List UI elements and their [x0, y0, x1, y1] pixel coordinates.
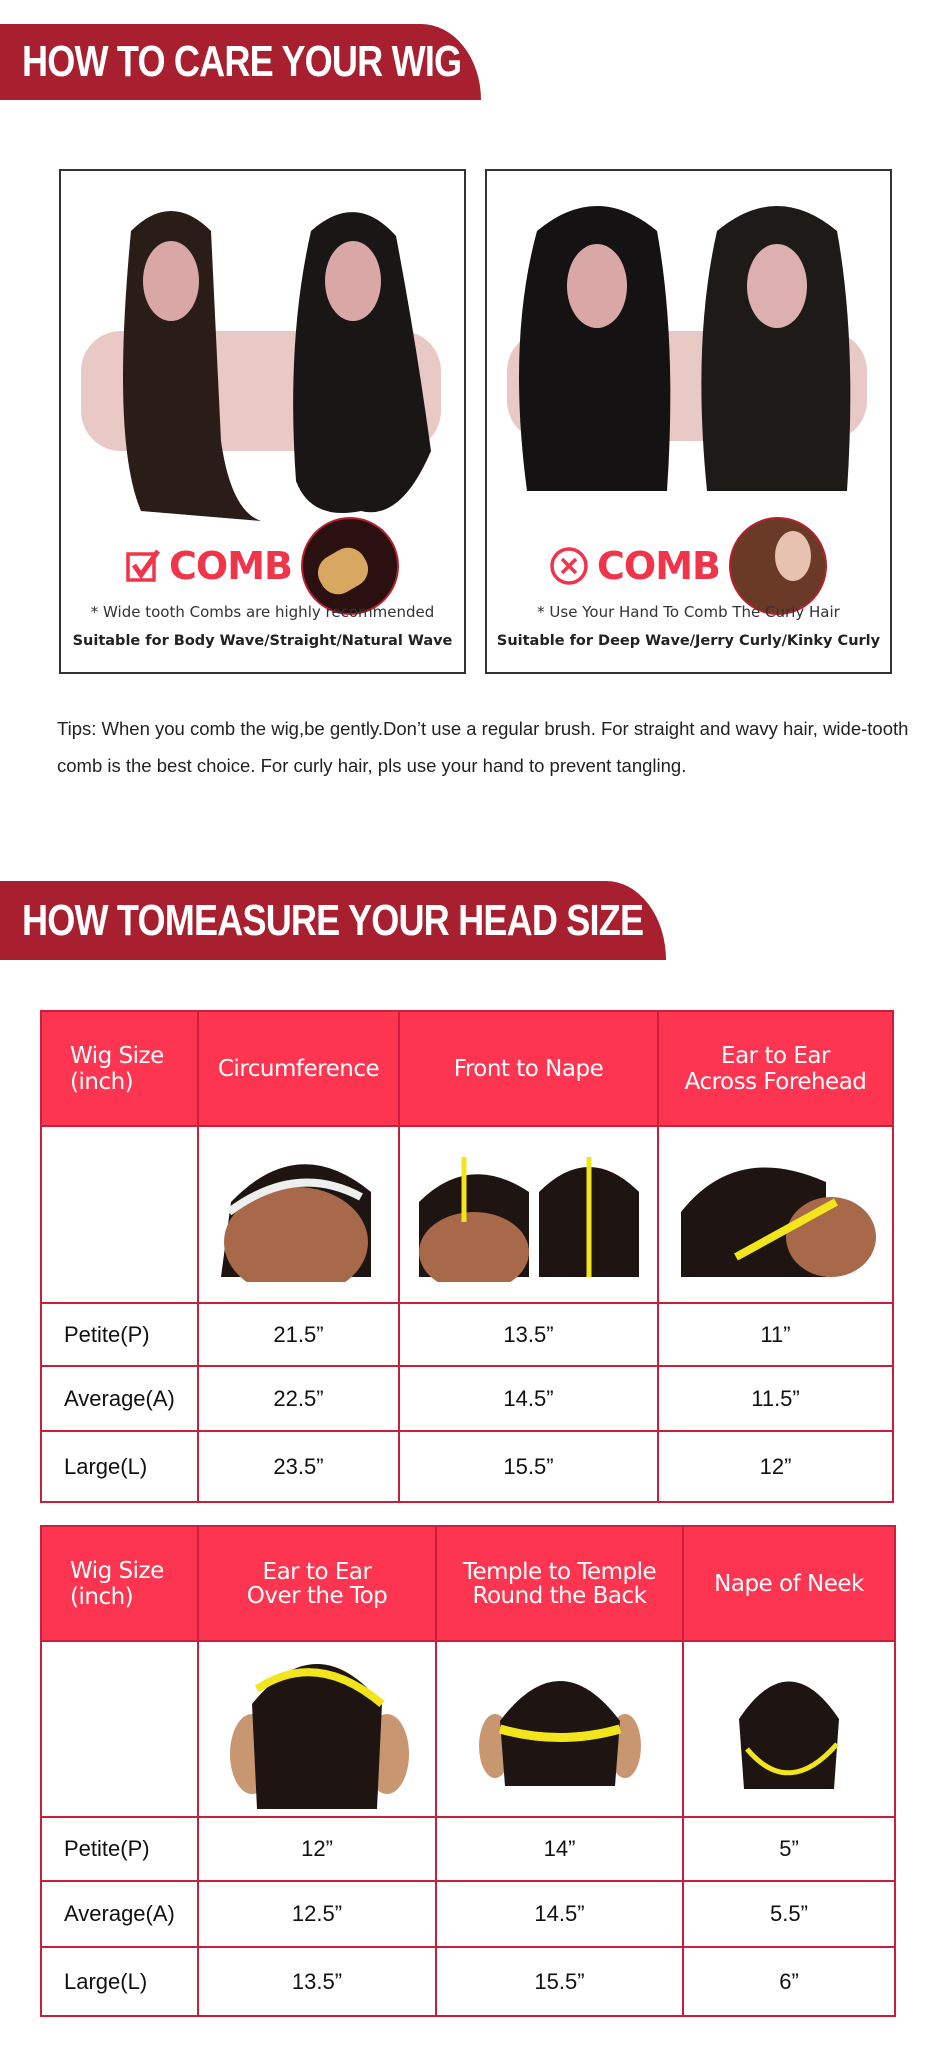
header-front-to-nape: Front to Nape — [398, 1010, 659, 1127]
ear-to-ear-top-image-cell — [197, 1640, 437, 1818]
nape-of-neck-photo — [739, 1681, 839, 1789]
ear-to-ear-forehead-photo — [680, 1166, 876, 1277]
temple-to-temple-image-cell — [435, 1640, 684, 1818]
value-cell: 5” — [682, 1816, 896, 1882]
comb-label-row: COMB — [487, 516, 890, 616]
value-cell: 11” — [657, 1302, 894, 1367]
comb-label: COMB — [597, 544, 721, 588]
comb-note: * Wide tooth Combs are highly recommende… — [90, 603, 435, 621]
row-label: Average(A) — [40, 1880, 199, 1948]
value-cell: 14” — [435, 1816, 684, 1882]
front-to-nape-photo — [418, 1156, 639, 1292]
row-label: Large(L) — [40, 1430, 199, 1503]
header-circumference: Circumference — [197, 1010, 400, 1127]
header-wig-size: Wig Size (inch) — [40, 1525, 199, 1642]
row-label: Average(A) — [40, 1365, 199, 1432]
care-title: HOW TO CARE YOUR WIG — [22, 37, 462, 86]
value-cell: 12.5” — [197, 1880, 437, 1948]
value-cell: 23.5” — [197, 1430, 400, 1503]
empty-cell — [40, 1640, 199, 1818]
comb-note: * Use Your Hand To Comb The Curly Hair — [537, 603, 840, 621]
paddle-brush-image — [300, 517, 399, 615]
value-cell: 11.5” — [657, 1365, 894, 1432]
row-label: Petite(P) — [40, 1816, 199, 1882]
value-cell: 12” — [657, 1430, 894, 1503]
front-to-nape-image-cell — [398, 1125, 659, 1304]
circle-x-icon — [550, 547, 588, 585]
value-cell: 12” — [197, 1816, 437, 1882]
straight-wavy-wigs-image — [81, 211, 441, 521]
ear-to-ear-forehead-image-cell — [657, 1125, 894, 1304]
row-label: Petite(P) — [40, 1302, 199, 1367]
row-label: Large(L) — [40, 1946, 199, 2017]
comb-not-recommended-card: COMB * Use Your Hand To Comb The Curly H… — [485, 169, 892, 674]
value-cell: 22.5” — [197, 1365, 400, 1432]
value-cell: 13.5” — [398, 1302, 659, 1367]
size-table-1: Wig Size (inch) Circumference Front to N… — [40, 1010, 894, 1503]
value-cell: 15.5” — [435, 1946, 684, 2017]
checkbox-check-icon — [126, 549, 161, 582]
ear-to-ear-top-photo — [230, 1663, 409, 1809]
value-cell: 14.5” — [398, 1365, 659, 1432]
value-cell: 5.5” — [682, 1880, 896, 1948]
suitable-text: Suitable for Deep Wave/Jerry Curly/Kinky… — [496, 633, 881, 649]
value-cell: 13.5” — [197, 1946, 437, 2017]
value-cell: 6” — [682, 1946, 896, 2017]
value-cell: 15.5” — [398, 1430, 659, 1503]
header-wig-size: Wig Size (inch) — [40, 1010, 199, 1127]
measure-banner: HOW TOMEASURE YOUR HEAD SIZE — [0, 881, 666, 960]
curly-wigs-image — [507, 206, 867, 491]
temple-to-temple-photo — [478, 1681, 641, 1786]
header-nape-of-neck: Nape of Neek — [682, 1525, 896, 1642]
value-cell: 14.5” — [435, 1880, 684, 1948]
suitable-text: Suitable for Body Wave/Straight/Natural … — [72, 633, 453, 649]
care-banner: HOW TO CARE YOUR WIG — [0, 24, 481, 100]
hand-in-hair-image — [728, 517, 827, 615]
nape-of-neck-image-cell — [682, 1640, 896, 1818]
measure-title: HOW TOMEASURE YOUR HEAD SIZE — [22, 895, 644, 945]
comb-recommended-card: COMB * Wide tooth Combs are highly recom… — [59, 169, 466, 674]
value-cell: 21.5” — [197, 1302, 400, 1367]
circumference-photo — [211, 1141, 386, 1297]
empty-cell — [40, 1125, 199, 1304]
care-tips: Tips: When you comb the wig,be gently.Do… — [57, 718, 909, 776]
header-ear-to-ear-forehead: Ear to Ear Across Forehead — [657, 1010, 894, 1127]
comb-label: COMB — [169, 544, 293, 588]
circumference-image-cell — [197, 1125, 400, 1304]
header-ear-to-ear-top: Ear to Ear Over the Top — [197, 1525, 437, 1642]
header-temple-to-temple: Temple to Temple Round the Back — [435, 1525, 684, 1642]
size-table-2: Wig Size (inch) Ear to Ear Over the Top … — [40, 1525, 896, 2017]
comb-label-row: COMB — [61, 516, 464, 616]
